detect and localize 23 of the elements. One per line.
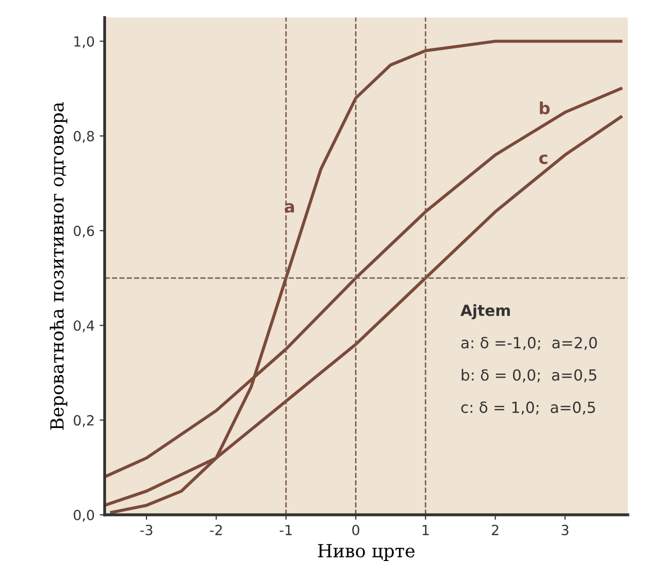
y-tick-label: 0,8: [74, 130, 94, 143]
series-label: b: [540, 101, 550, 114]
annotation: b: δ = 0,0; a=0,5: [462, 368, 596, 382]
x-tick-label: 1: [422, 524, 429, 536]
x-tick-label: -1: [280, 524, 292, 536]
x-tick-label: 3: [562, 524, 568, 536]
annotation: Ajtem: [460, 304, 510, 320]
series-label: c: [539, 154, 548, 164]
annotation: a: δ =-1,0; a=2,0: [461, 336, 597, 350]
x-tick-label: -3: [140, 524, 152, 536]
x-axis-title: Ниво црте: [318, 544, 415, 561]
y-tick-label: 0,4: [74, 320, 94, 332]
x-tick-label: 0: [352, 524, 360, 536]
y-tick-label: 0,2: [74, 415, 94, 427]
series-label: a: [284, 203, 294, 213]
y-tick-label: 0,0: [74, 510, 94, 522]
y-tick-label: 1,0: [74, 36, 94, 48]
x-tick-label: 2: [492, 524, 498, 536]
x-tick-label: -2: [210, 524, 222, 536]
annotation: c: δ = 1,0; a=0,5: [461, 402, 595, 415]
y-tick-label: 0,6: [74, 226, 94, 238]
line-series: [110, 40, 622, 514]
y-axis-title: Вероватноћа позитивног одговора: [50, 102, 68, 430]
